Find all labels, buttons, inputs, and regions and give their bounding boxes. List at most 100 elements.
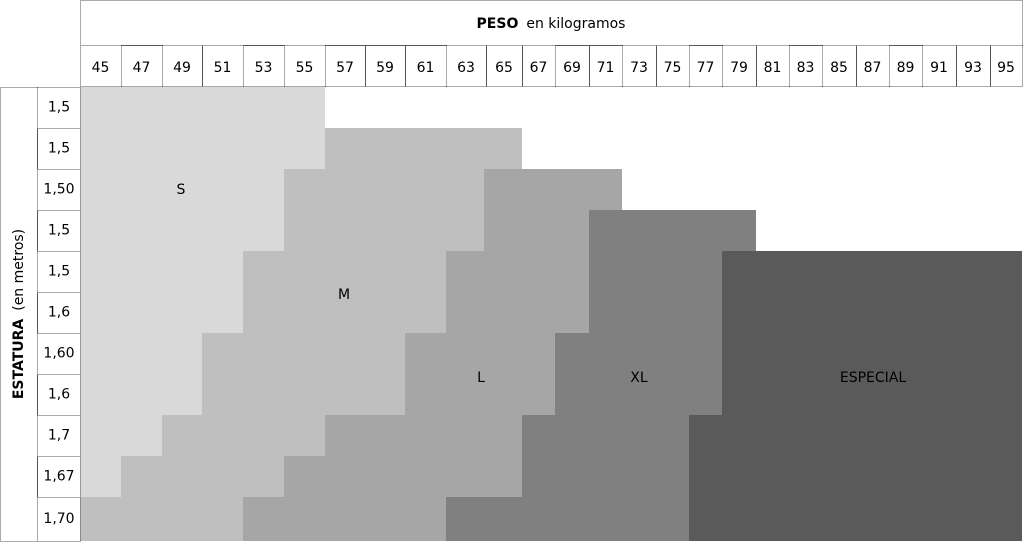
size-label: ESPECIAL bbox=[840, 370, 907, 386]
size-zone bbox=[325, 415, 522, 456]
weight-label: 81 bbox=[764, 60, 782, 76]
weight-cell bbox=[756, 45, 790, 87]
size-zone bbox=[202, 333, 405, 374]
weight-cell bbox=[990, 45, 1023, 87]
weight-label: 61 bbox=[417, 60, 435, 76]
height-label: 1,5 bbox=[48, 223, 70, 239]
size-zone bbox=[446, 251, 589, 292]
size-zone bbox=[722, 333, 1022, 374]
size-zone bbox=[80, 456, 121, 497]
weight-label: 59 bbox=[376, 60, 394, 76]
weight-label: 53 bbox=[255, 60, 273, 76]
weight-label: 79 bbox=[730, 60, 748, 76]
size-zone bbox=[80, 374, 202, 415]
weight-cell bbox=[121, 45, 163, 87]
height-title: ESTATURA bbox=[11, 319, 27, 400]
size-zone bbox=[405, 374, 555, 415]
weight-cell bbox=[243, 45, 285, 87]
size-zone bbox=[589, 210, 756, 251]
size-zone bbox=[589, 251, 722, 292]
size-zone bbox=[80, 333, 202, 374]
size-zone bbox=[284, 169, 484, 210]
height-label: 1,5 bbox=[48, 264, 70, 280]
weight-label: 63 bbox=[457, 60, 475, 76]
size-label: L bbox=[477, 370, 485, 386]
size-zone bbox=[484, 169, 622, 210]
size-zone bbox=[243, 497, 446, 541]
size-zone bbox=[589, 292, 722, 333]
weight-label: 93 bbox=[964, 60, 982, 76]
weight-unit: en kilogramos bbox=[526, 16, 625, 32]
height-label: 1,5 bbox=[48, 100, 70, 116]
weight-label: 65 bbox=[495, 60, 513, 76]
height-label: 1,6 bbox=[48, 387, 70, 403]
size-zone bbox=[202, 374, 405, 415]
size-zone bbox=[689, 456, 1022, 497]
weight-cell bbox=[789, 45, 823, 87]
size-zone bbox=[284, 210, 484, 251]
height-label: 1,5 bbox=[48, 141, 70, 157]
weight-title: PESO bbox=[477, 16, 519, 32]
weight-cell bbox=[622, 45, 657, 87]
size-zone bbox=[325, 128, 522, 169]
weight-label: 83 bbox=[797, 60, 815, 76]
weight-cell bbox=[589, 45, 623, 87]
weight-label: 85 bbox=[830, 60, 848, 76]
height-unit: (en metros) bbox=[11, 229, 27, 311]
size-zone bbox=[689, 415, 1022, 456]
weight-header: PESO en kilogramos bbox=[477, 16, 626, 32]
size-zone bbox=[689, 497, 1022, 541]
weight-cell bbox=[555, 45, 590, 87]
weight-cell bbox=[822, 45, 857, 87]
weight-cell bbox=[856, 45, 890, 87]
weight-label: 73 bbox=[630, 60, 648, 76]
weight-label: 91 bbox=[930, 60, 948, 76]
weight-label: 75 bbox=[664, 60, 682, 76]
weight-cell bbox=[922, 45, 957, 87]
weight-cell bbox=[956, 45, 991, 87]
weight-cell bbox=[689, 45, 723, 87]
weight-label: 67 bbox=[530, 60, 548, 76]
height-label: 1,6 bbox=[48, 305, 70, 321]
weight-cell bbox=[325, 45, 366, 87]
weight-cell bbox=[365, 45, 406, 87]
weight-label: 69 bbox=[563, 60, 581, 76]
weight-label: 87 bbox=[864, 60, 882, 76]
weight-cell bbox=[889, 45, 923, 87]
weight-cell bbox=[522, 45, 556, 87]
weight-cell bbox=[80, 45, 122, 87]
weight-label: 47 bbox=[133, 60, 151, 76]
height-header: ESTATURA (en metros) bbox=[11, 229, 27, 399]
height-label: 1,50 bbox=[43, 182, 74, 198]
weight-label: 49 bbox=[173, 60, 191, 76]
size-zone bbox=[80, 128, 325, 169]
size-zone bbox=[555, 333, 722, 374]
weight-label: 71 bbox=[597, 60, 615, 76]
size-zone bbox=[80, 497, 243, 541]
weight-cell bbox=[284, 45, 326, 87]
weight-label: 95 bbox=[997, 60, 1015, 76]
weight-label: 77 bbox=[697, 60, 715, 76]
size-label: XL bbox=[630, 370, 648, 386]
size-zone bbox=[284, 456, 522, 497]
size-zone bbox=[522, 456, 689, 497]
size-zone bbox=[80, 292, 243, 333]
size-label: M bbox=[338, 287, 350, 303]
weight-label: 89 bbox=[897, 60, 915, 76]
size-zone bbox=[80, 210, 284, 251]
weight-cell bbox=[162, 45, 203, 87]
size-zone bbox=[80, 87, 325, 128]
size-zone bbox=[243, 251, 446, 292]
weight-cell bbox=[202, 45, 244, 87]
weight-cell bbox=[446, 45, 487, 87]
weight-label: 51 bbox=[214, 60, 232, 76]
size-zone bbox=[121, 456, 284, 497]
size-zone bbox=[522, 415, 689, 456]
size-zone bbox=[722, 374, 1022, 415]
size-zone bbox=[80, 251, 243, 292]
size-zone bbox=[80, 415, 162, 456]
size-label: S bbox=[177, 182, 186, 198]
size-zone bbox=[162, 415, 325, 456]
size-zone bbox=[405, 333, 555, 374]
